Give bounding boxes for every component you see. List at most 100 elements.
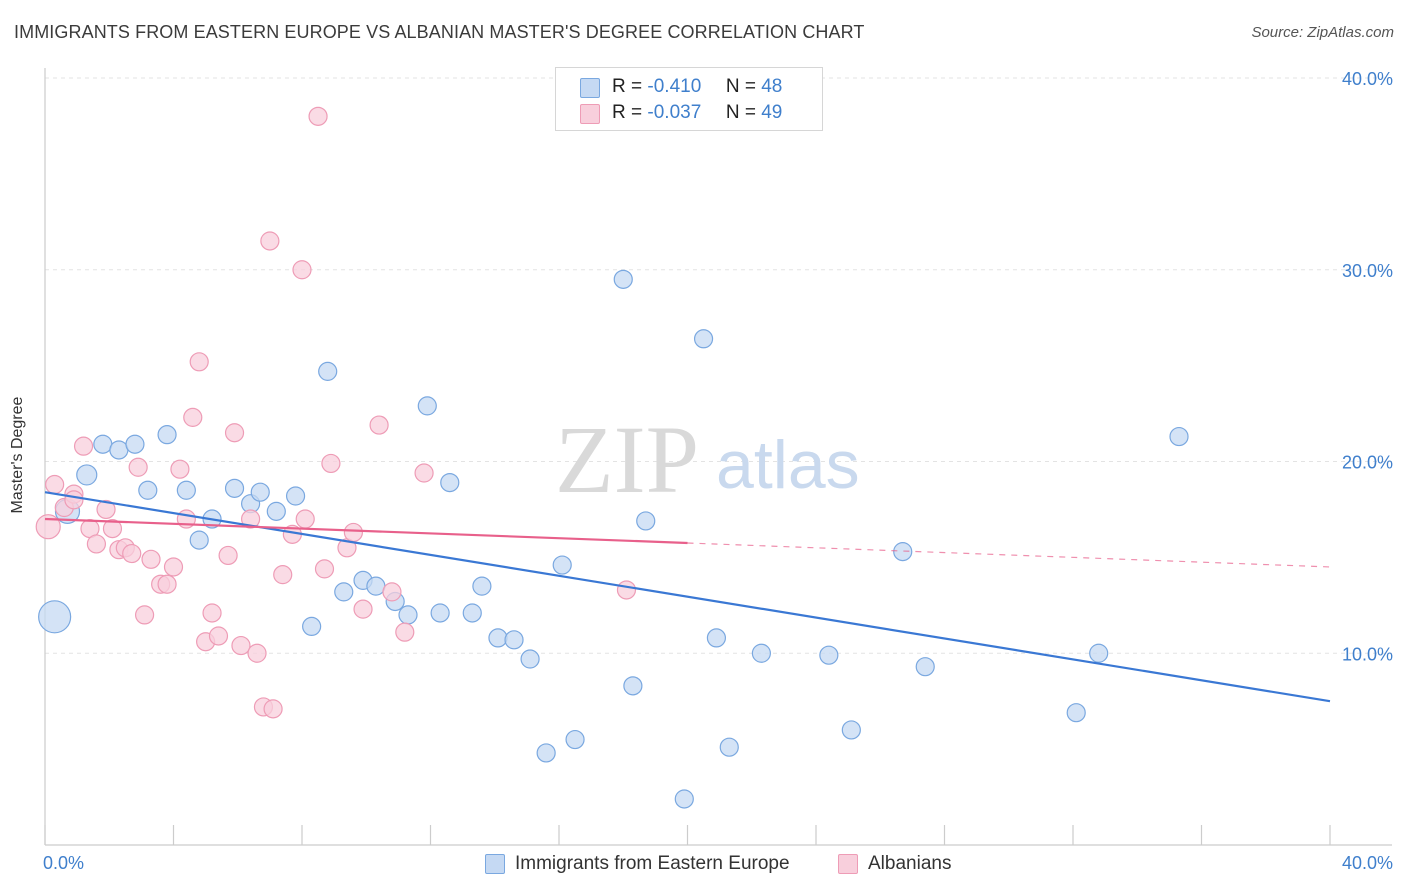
point-albanians (241, 509, 261, 529)
point-eastern-europe (520, 649, 540, 669)
point-albanians (157, 574, 177, 594)
point-albanians (202, 603, 222, 623)
point-eastern-europe (552, 555, 572, 575)
point-albanians (64, 490, 84, 510)
point-eastern-europe (157, 425, 177, 445)
n-value: 48 (761, 76, 783, 97)
point-eastern-europe (250, 482, 270, 502)
x-tick-label: 0.0% (43, 853, 84, 873)
point-albanians (308, 106, 328, 126)
point-albanians (35, 514, 61, 540)
point-albanians (86, 534, 107, 554)
point-eastern-europe (751, 643, 771, 663)
stats-legend: R = -0.410 N = 48 R = -0.037 N = 49 (555, 67, 823, 131)
point-albanians (616, 580, 637, 600)
point-eastern-europe (302, 616, 322, 637)
point-eastern-europe (109, 440, 129, 460)
point-eastern-europe (224, 478, 245, 498)
point-albanians (218, 545, 238, 566)
point-eastern-europe (266, 501, 286, 521)
point-eastern-europe (76, 464, 98, 486)
point-albanians (247, 643, 267, 663)
trend-lines (44, 491, 1331, 703)
point-albanians (224, 423, 245, 443)
point-eastern-europe (504, 630, 524, 650)
point-albanians (382, 582, 402, 602)
point-albanians (263, 699, 283, 719)
point-eastern-europe (285, 486, 306, 506)
point-eastern-europe (536, 743, 556, 763)
point-albanians (134, 605, 155, 625)
point-albanians (141, 549, 161, 569)
y-tick-label: 10.0% (1342, 644, 1393, 664)
point-eastern-europe (38, 600, 72, 634)
point-albanians (102, 519, 123, 539)
point-albanians (189, 352, 209, 372)
point-eastern-europe (819, 645, 839, 665)
point-albanians (163, 557, 184, 577)
point-eastern-europe (623, 676, 643, 696)
point-eastern-europe (1089, 643, 1109, 663)
point-eastern-europe (398, 605, 418, 625)
y-axis-label: Master's Degree (9, 396, 26, 514)
watermark-zip: ZIP (555, 406, 699, 513)
watermark: ZIP atlas (555, 406, 860, 513)
point-albanians (295, 509, 315, 529)
point-eastern-europe (915, 657, 935, 677)
grid-lines (45, 77, 1392, 654)
point-albanians (321, 453, 341, 474)
point-albanians (45, 474, 65, 495)
point-albanians (292, 260, 312, 280)
point-eastern-europe (430, 603, 450, 623)
y-tick-label: 40.0% (1342, 69, 1393, 89)
point-albanians (314, 559, 335, 579)
r-label: R = (612, 102, 643, 123)
trend-line-albanians (44, 517, 688, 545)
pink-swatch (838, 854, 858, 874)
point-eastern-europe (841, 720, 861, 740)
trend-line-eastern-europe (44, 491, 1331, 703)
point-albanians (395, 622, 415, 642)
point-eastern-europe (472, 576, 492, 596)
point-eastern-europe (138, 480, 158, 500)
point-eastern-europe (565, 729, 585, 750)
point-albanians (260, 231, 280, 251)
y-tick-labels: 10.0% 20.0% 30.0% 40.0% (1342, 69, 1393, 664)
chart-title: IMMIGRANTS FROM EASTERN EUROPE VS ALBANI… (14, 22, 865, 42)
point-eastern-europe (462, 603, 482, 623)
legend-label: Albanians (868, 853, 952, 874)
x-tick-label: 40.0% (1342, 853, 1393, 873)
point-eastern-europe (613, 269, 633, 289)
trend-line-albanians-dashed (687, 542, 1331, 568)
point-albanians (353, 599, 373, 619)
source-label: Source: ZipAtlas.com (1251, 24, 1394, 41)
point-albanians (73, 436, 94, 456)
point-eastern-europe (440, 472, 460, 493)
n-value: 49 (761, 102, 783, 123)
point-eastern-europe (706, 628, 727, 648)
point-eastern-europe (417, 396, 437, 416)
point-eastern-europe (674, 789, 694, 809)
point-albanians (273, 565, 293, 585)
point-albanians (231, 635, 251, 656)
r-value: -0.410 (647, 76, 702, 97)
point-albanians (208, 626, 229, 646)
r-value: -0.037 (647, 102, 702, 123)
point-eastern-europe (1066, 703, 1086, 723)
y-tick-label: 30.0% (1342, 261, 1393, 281)
point-eastern-europe (93, 434, 113, 454)
blue-swatch (580, 78, 600, 98)
legend-label: Immigrants from Eastern Europe (515, 853, 790, 874)
point-albanians (183, 407, 203, 427)
point-eastern-europe (366, 576, 386, 596)
r-label: R = (612, 76, 643, 97)
n-label: N = (725, 76, 756, 97)
y-tick-label: 20.0% (1342, 453, 1393, 473)
watermark-atlas: atlas (716, 427, 860, 503)
axes (44, 68, 1392, 846)
x-tick-labels: 0.0% 40.0% (43, 853, 1393, 873)
point-albanians (369, 415, 389, 435)
point-albanians (343, 522, 363, 543)
point-albanians (96, 499, 116, 520)
